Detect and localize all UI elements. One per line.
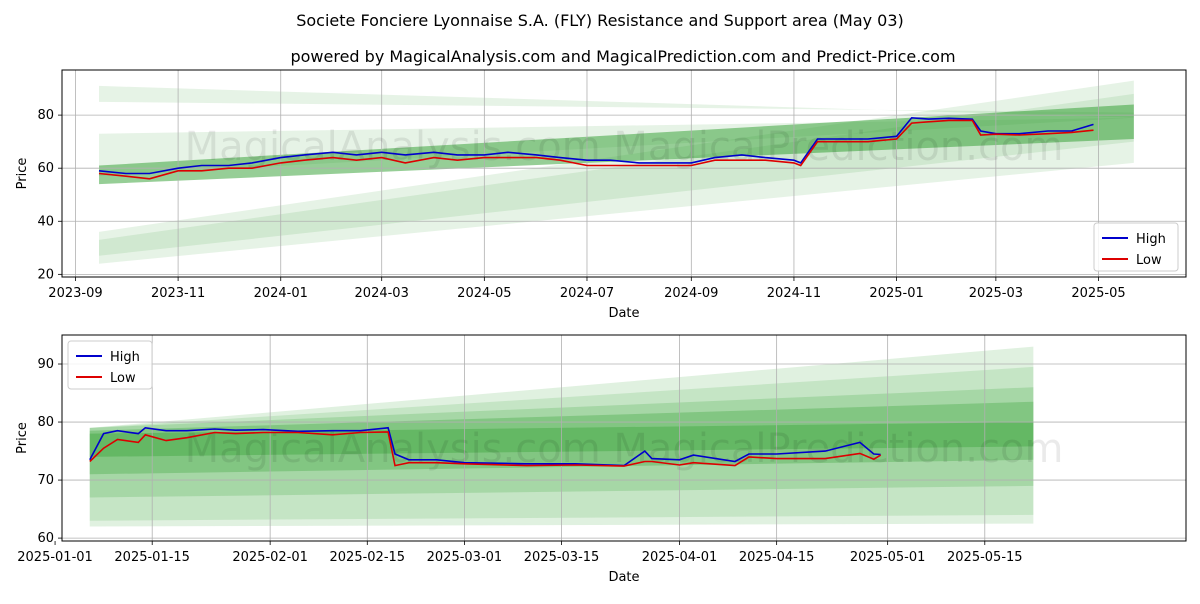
- x-axis-label: Date: [608, 306, 639, 321]
- x-tick-label: 2023-11: [151, 286, 205, 301]
- x-tick-label: 2025-04-01: [642, 550, 718, 565]
- x-tick-label: 2024-05: [457, 286, 511, 301]
- y-tick-label: 20: [37, 267, 54, 282]
- chart-subtitle: powered by MagicalAnalysis.com and Magic…: [290, 47, 955, 66]
- y-axis-label: Price: [15, 422, 30, 454]
- series-line-low: [98, 119, 1094, 180]
- legend-label-high: High: [1136, 232, 1166, 247]
- y-tick-label: 80: [37, 108, 54, 123]
- legend: High Low: [1093, 222, 1179, 272]
- bottom-panel: MagicalAnalysis.com MagicalPrediction.co…: [15, 334, 1187, 585]
- band-3: [99, 80, 1134, 264]
- legend: High Low: [67, 340, 153, 390]
- x-tick-label: 2025-01: [869, 286, 923, 301]
- watermark: MagicalAnalysis.com MagicalPrediction.co…: [185, 124, 1064, 170]
- plot-area: MagicalAnalysis.com MagicalPrediction.co…: [62, 335, 1186, 541]
- chart-title: Societe Fonciere Lyonnaise S.A. (FLY) Re…: [296, 11, 904, 30]
- axes-frame: [61, 69, 1187, 278]
- plot-area: MagicalAnalysis.com MagicalPrediction.co…: [62, 70, 1186, 277]
- series-line-high: [98, 116, 1094, 175]
- x-tick-label: 2024-09: [664, 286, 718, 301]
- top-panel: MagicalAnalysis.com MagicalPrediction.co…: [15, 69, 1187, 321]
- x-axis-label: Date: [608, 570, 639, 585]
- x-tick-label: 2025-03-15: [524, 550, 600, 565]
- band-0: [99, 85, 1134, 118]
- y-tick-label: 70: [37, 473, 54, 488]
- y-tick-label: 60: [37, 161, 54, 176]
- x-tick-label: 2025-05: [1071, 286, 1125, 301]
- x-tick-label: 2023-09: [48, 286, 102, 301]
- legend-label-low: Low: [110, 371, 136, 386]
- x-tick-label: 2025-05-01: [850, 550, 926, 565]
- y-tick-label: 80: [37, 415, 54, 430]
- watermark: MagicalAnalysis.com MagicalPrediction.co…: [185, 426, 1064, 472]
- x-tick-label: 2025-01-01: [17, 550, 93, 565]
- x-tick-label: 2025-03: [969, 286, 1023, 301]
- x-tick-label: 2025-03-01: [427, 550, 503, 565]
- y-tick-label: 60: [37, 531, 54, 546]
- legend-label-high: High: [110, 350, 140, 365]
- series-line-low: [89, 431, 882, 467]
- x-tick-label: 2024-01: [254, 286, 308, 301]
- band-2: [99, 104, 1134, 185]
- x-tick-label: 2025-01-15: [114, 550, 190, 565]
- x-tick-label: 2024-03: [355, 286, 409, 301]
- legend-label-low: Low: [1136, 253, 1162, 268]
- band-4: [99, 93, 1134, 256]
- series-line-high: [89, 426, 881, 467]
- axes-frame: [61, 334, 1187, 542]
- y-tick-label: 40: [37, 214, 54, 229]
- x-tick-label: 2025-02-01: [232, 550, 308, 565]
- y-axis-label: Price: [15, 158, 30, 190]
- x-tick-label: 2024-11: [767, 286, 821, 301]
- x-tick-label: 2025-02-15: [330, 550, 406, 565]
- x-tick-label: 2024-07: [560, 286, 614, 301]
- y-tick-label: 90: [37, 357, 54, 372]
- x-tick-label: 2025-04-15: [739, 550, 815, 565]
- x-tick-label: 2025-05-15: [947, 550, 1023, 565]
